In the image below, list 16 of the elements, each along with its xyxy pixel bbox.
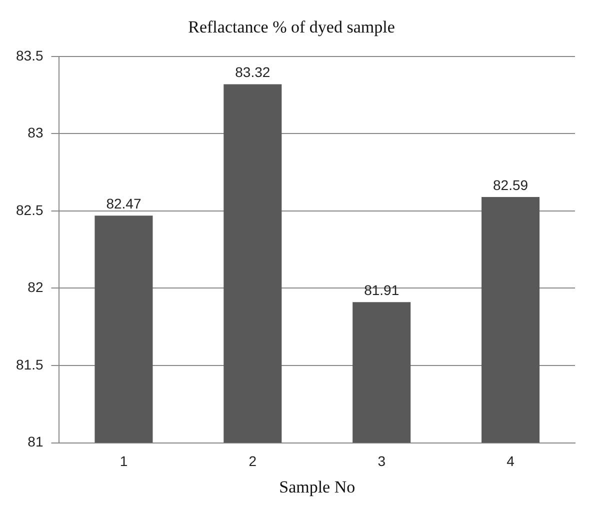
y-tick-label: 82 [28,279,44,296]
y-tick-label: 81.5 [16,356,44,372]
y-tick-label: 83.5 [16,47,44,64]
data-label: 82.59 [493,176,528,193]
x-axis-title: Sample No [279,477,356,496]
y-tick-label: 81 [28,434,44,450]
chart-title: Reflactance % of dyed sample [188,18,395,37]
x-tick-label: 2 [248,453,257,470]
data-label: 83.32 [235,64,270,80]
y-tick-label: 82.5 [16,202,44,218]
y-tick-label: 83 [28,124,44,141]
x-tick-label: 1 [120,453,128,470]
x-tick-label: 3 [378,453,386,470]
x-tick-label: 4 [506,453,515,470]
data-label: 82.47 [106,195,142,212]
data-label: 81.91 [364,282,400,298]
